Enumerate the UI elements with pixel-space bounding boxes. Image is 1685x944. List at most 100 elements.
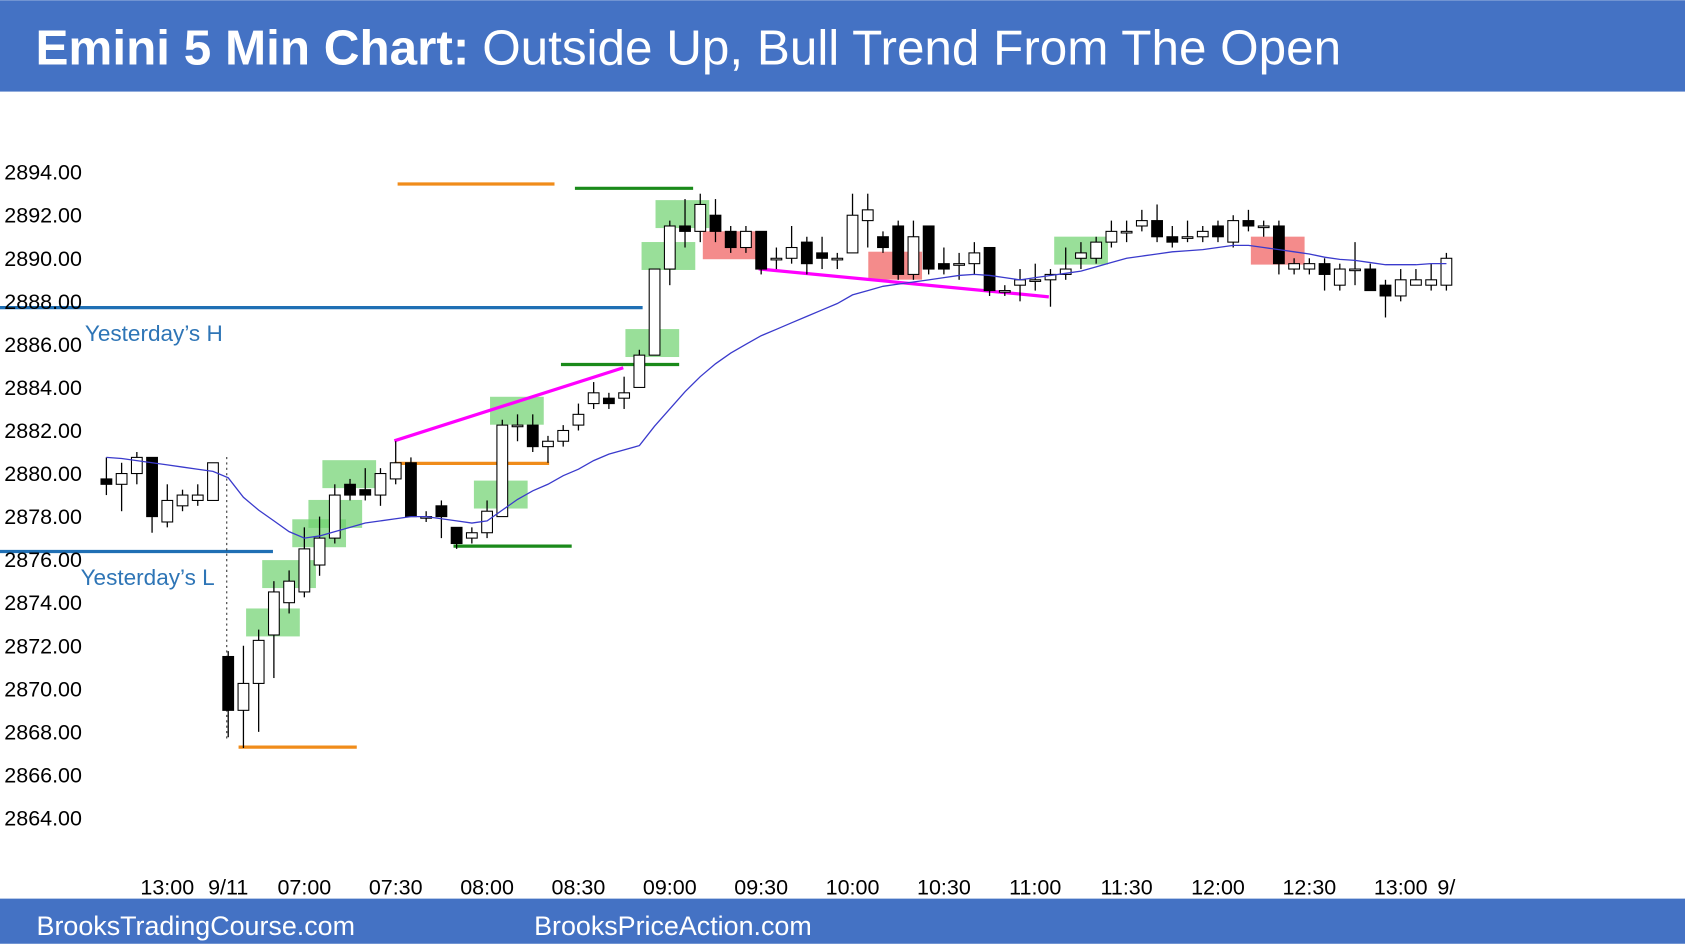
candle-body <box>557 429 570 442</box>
candle-body <box>115 473 128 485</box>
y-tick-label: 2880.00 <box>4 462 82 486</box>
candle-body <box>298 548 311 593</box>
candle-body <box>344 483 356 496</box>
x-tick-label: 07:00 <box>277 875 331 899</box>
candle-body <box>191 494 204 501</box>
candle-body <box>161 499 174 523</box>
candle-body <box>1257 225 1270 229</box>
y-tick-label: 2888.00 <box>4 290 82 314</box>
candle-body <box>602 397 615 405</box>
annotation: Yesterday’s L <box>81 565 215 590</box>
x-tick-label: 9/ <box>1437 875 1455 899</box>
candle-body <box>1410 279 1422 286</box>
x-tick-label: 13:00 <box>140 875 194 899</box>
candle-body <box>831 257 844 261</box>
candle-body <box>648 268 661 356</box>
candle-body <box>1059 268 1072 275</box>
candle-body <box>1196 230 1209 238</box>
candle-body <box>328 494 341 539</box>
x-tick-label: 08:00 <box>460 875 514 899</box>
candle-body <box>252 639 265 684</box>
candle-body <box>740 230 752 249</box>
candle-body <box>1242 220 1255 227</box>
x-tick-label: 07:30 <box>369 875 423 899</box>
y-tick-label: 2892.00 <box>4 204 82 228</box>
candle-body <box>694 203 707 232</box>
candle-body <box>435 505 448 518</box>
candle-body <box>465 532 478 539</box>
candle-body <box>1212 225 1224 238</box>
candle-body <box>1379 284 1392 297</box>
y-tick-label: 2870.00 <box>4 677 82 701</box>
candle-body <box>237 682 250 711</box>
candle-body <box>1151 220 1163 238</box>
candle-body <box>1364 268 1377 292</box>
candle-body <box>1394 279 1407 297</box>
candle-body <box>922 225 935 270</box>
candle-body <box>1425 279 1438 286</box>
candle-body <box>983 246 996 292</box>
y-tick-label: 2864.00 <box>4 806 82 830</box>
candle-body <box>100 478 113 485</box>
x-tick-label: 09:30 <box>734 875 788 899</box>
green-box <box>322 460 377 489</box>
candle-body <box>146 456 158 518</box>
moving-average <box>106 244 1447 539</box>
candle-body <box>679 225 691 232</box>
candle-body <box>207 462 219 501</box>
candle-body <box>724 230 737 249</box>
y-tick-label: 2882.00 <box>4 419 82 443</box>
candle-body <box>511 424 524 428</box>
candle-body <box>313 537 326 566</box>
candle-body <box>389 462 402 480</box>
candle-body <box>374 473 387 496</box>
y-tick-label: 2878.00 <box>4 505 82 529</box>
candle-body <box>1440 257 1453 286</box>
y-tick-label: 2866.00 <box>4 763 82 787</box>
y-tick-label: 2874.00 <box>4 591 82 615</box>
candle-body <box>572 413 585 426</box>
candle-body <box>1333 268 1346 286</box>
candle-body <box>1075 252 1087 259</box>
candle-body <box>496 424 509 518</box>
candle-body <box>176 494 189 507</box>
candle-body <box>405 462 417 518</box>
y-tick-label: 2872.00 <box>4 634 82 658</box>
candle-body <box>618 392 631 399</box>
y-tick-label: 2884.00 <box>4 376 82 400</box>
x-tick-label: 10:00 <box>826 875 880 899</box>
candle-body <box>998 290 1011 293</box>
footer-right: BrooksPriceAction.com <box>534 911 812 941</box>
candle-body <box>587 392 600 405</box>
candle-body <box>800 241 813 265</box>
candle-body <box>1044 273 1057 281</box>
candle-body <box>267 591 280 636</box>
candle-body <box>953 263 966 266</box>
candle-body <box>907 236 920 275</box>
title-rest: Outside Up, Bull Trend From The Open <box>482 21 1341 76</box>
x-tick-label: 12:00 <box>1191 875 1245 899</box>
candle-body <box>892 225 905 275</box>
candle-body <box>633 354 646 388</box>
candle-body <box>770 257 783 261</box>
x-tick-label: 09:00 <box>643 875 697 899</box>
x-tick-label: 12:30 <box>1282 875 1336 899</box>
candle-body <box>861 209 874 222</box>
candle-body <box>130 456 143 475</box>
x-tick-label: 10:30 <box>917 875 971 899</box>
y-tick-label: 2894.00 <box>4 161 82 185</box>
trend-line <box>393 366 624 443</box>
candle-body <box>937 263 950 270</box>
candle-body <box>663 225 676 270</box>
candle-body <box>1272 225 1285 265</box>
candle-body <box>1318 263 1331 275</box>
y-tick-label: 2886.00 <box>4 333 82 357</box>
y-tick-label: 2868.00 <box>4 720 82 744</box>
candle-body <box>1014 279 1026 286</box>
x-tick-label: 11:00 <box>1009 875 1061 899</box>
candle-body <box>709 214 722 232</box>
candle-body <box>1105 230 1118 243</box>
